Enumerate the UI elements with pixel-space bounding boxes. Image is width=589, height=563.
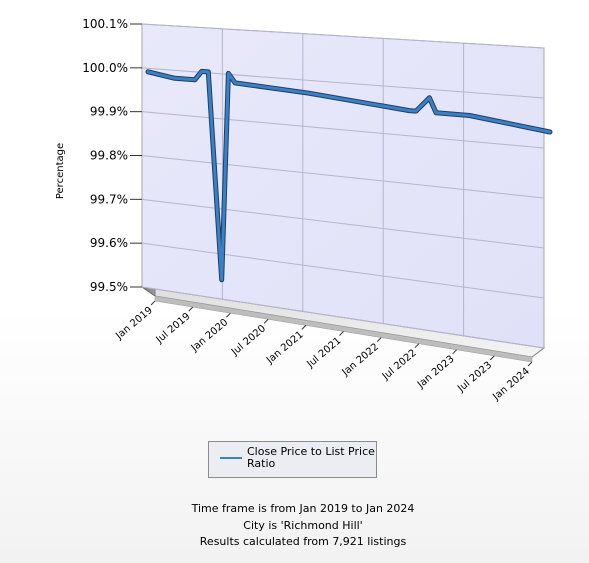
data-point (428, 97, 430, 99)
chart-footer: Time frame is from Jan 2019 to Jan 2024 … (0, 501, 589, 551)
x-tick-mark (452, 349, 457, 355)
grid-line-h (141, 198, 545, 249)
y-tick-label: 100.0% (82, 61, 128, 75)
chart: 100.1% 100.0% 99.9% 99.8% 99.7% 99.6% 99.5% Ja… (55, 17, 553, 403)
x-tick-mark (527, 361, 533, 367)
data-point (549, 131, 551, 133)
y-tick-label: 99.6% (90, 236, 128, 250)
x-tick-mark (263, 318, 269, 324)
series-close-price-ratio (145, 68, 553, 283)
x-tick-label: Jan 2019 (113, 305, 155, 342)
grid-line-h (141, 23, 545, 49)
footer-listings: Results calculated from 7,921 listings (199, 535, 407, 548)
legend: Close Price to List Price Ratio (208, 441, 377, 478)
data-point (234, 82, 236, 84)
y-tick-label: 99.8% (90, 149, 128, 163)
data-point (308, 92, 310, 94)
floor-right-edge (531, 347, 545, 358)
y-tick-label: 100.1% (82, 17, 128, 31)
y-tick-label: 99.9% (90, 105, 128, 119)
x-tick-label: Jul 2020 (229, 323, 268, 358)
data-point (435, 112, 437, 114)
data-point (147, 71, 149, 73)
footer-timeframe: Time frame is from Jan 2019 to Jan 2024 (191, 502, 415, 515)
x-tick-mark (489, 355, 495, 361)
x-tick-mark (339, 331, 344, 336)
x-tick-label: Jul 2022 (380, 348, 419, 383)
data-point (194, 79, 196, 81)
grid-line-h (141, 286, 545, 349)
data-point (174, 77, 176, 79)
grid-line-h (141, 155, 545, 199)
x-tick-label: Jan 2020 (189, 317, 231, 354)
x-tick-mark (301, 325, 307, 330)
y-tick-label: 99.5% (90, 280, 128, 294)
x-tick-mark (226, 312, 231, 318)
data-point (221, 279, 223, 281)
x-tick-mark (376, 337, 382, 342)
data-point (469, 114, 471, 117)
legend-swatch (220, 457, 242, 459)
data-point (408, 110, 410, 112)
data-point (207, 71, 209, 73)
x-tick-mark (414, 343, 420, 349)
x-tick-label: Jul 2023 (455, 360, 494, 395)
x-tick-label: Jan 2024 (490, 366, 532, 403)
legend-label: Close Price to List Price Ratio (247, 445, 375, 470)
footer-city: City is 'Richmond Hill' (243, 518, 363, 532)
x-tick-label: Jul 2019 (154, 311, 193, 346)
grid-line-h (141, 242, 545, 299)
y-axis-title: Percentage (55, 143, 66, 199)
x-tick-mark (188, 306, 194, 312)
x-tick-label: Jan 2022 (340, 341, 382, 378)
x-tick-label: Jul 2021 (304, 335, 343, 370)
data-point (415, 110, 417, 112)
y-tick-label: 99.7% (90, 192, 128, 206)
data-point (227, 72, 229, 74)
y-axis: 100.1% 100.0% 99.9% 99.8% 99.7% 99.6% 99.5% (82, 17, 142, 294)
x-tick-label: Jan 2021 (264, 329, 306, 366)
data-point (201, 70, 203, 72)
x-tick-label: Jan 2023 (415, 354, 457, 391)
x-tick-mark (150, 300, 156, 306)
